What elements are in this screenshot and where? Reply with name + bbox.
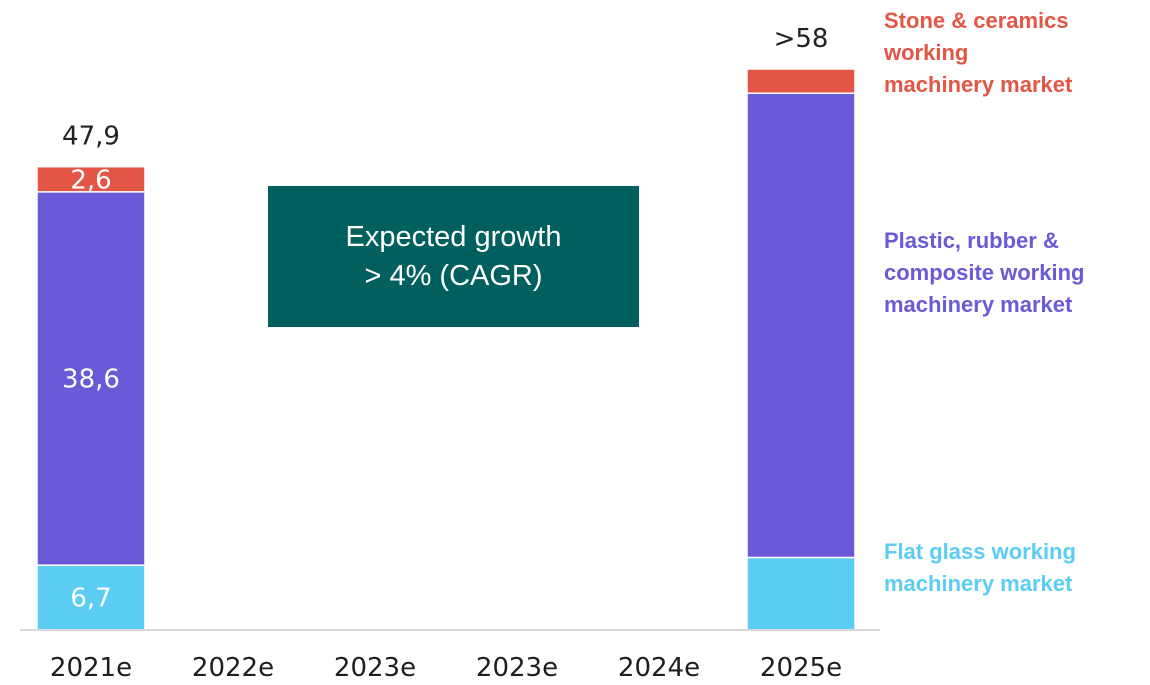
- bar-segment-value-label: 2,6: [70, 165, 111, 195]
- bar-segment: [36, 191, 146, 566]
- x-tick-label: 2024e: [618, 653, 700, 683]
- bar-segment: [746, 92, 856, 559]
- x-tick-label: 2021e: [50, 653, 132, 683]
- bar-segment: [36, 165, 146, 193]
- callout-line-2: > 4% (CAGR): [364, 259, 543, 292]
- legend-flat-line-2: machinery market: [884, 571, 1073, 596]
- legend-stone-line-2: working: [884, 40, 969, 65]
- legend-flat-line-1: Flat glass working: [884, 539, 1076, 564]
- legend-plastic-line-3: machinery market: [884, 292, 1073, 317]
- x-tick-label: 2023e: [334, 653, 416, 683]
- x-tick-label: 2022e: [192, 653, 274, 683]
- bar-segment: [36, 564, 146, 631]
- x-tick-label: 2023e: [476, 653, 558, 683]
- bar-segment-value-label: 38,6: [62, 365, 120, 395]
- legend-stone-line-1: Stone & ceramics: [884, 8, 1069, 33]
- legend-plastic-rubber: Plastic, rubber & composite working mach…: [884, 225, 1134, 321]
- callout-line-1: Expected growth: [345, 220, 562, 253]
- bar-segment: [746, 556, 856, 631]
- legend-stone-line-3: machinery market: [884, 72, 1073, 97]
- legend-flat-glass: Flat glass working machinery market: [884, 536, 1134, 600]
- bar-total-label: >58: [774, 24, 829, 54]
- legend-plastic-line-1: Plastic, rubber &: [884, 228, 1059, 253]
- bar-total-label: 47,9: [62, 122, 120, 152]
- bar-segment-value-label: 6,7: [70, 584, 111, 614]
- bar-segment: [746, 68, 856, 94]
- legend-stone-ceramics: Stone & ceramics working machinery marke…: [884, 5, 1134, 101]
- legend-plastic-line-2: composite working: [884, 260, 1085, 285]
- growth-callout: Expected growth > 4% (CAGR): [268, 186, 639, 327]
- bars-layer: [36, 68, 856, 631]
- labels-layer: 2021e 6,7 38,6 2,6 47,9 2022e 2023e 2023e 2024e 2…: [50, 24, 842, 683]
- x-tick-label: 2025e: [760, 653, 842, 683]
